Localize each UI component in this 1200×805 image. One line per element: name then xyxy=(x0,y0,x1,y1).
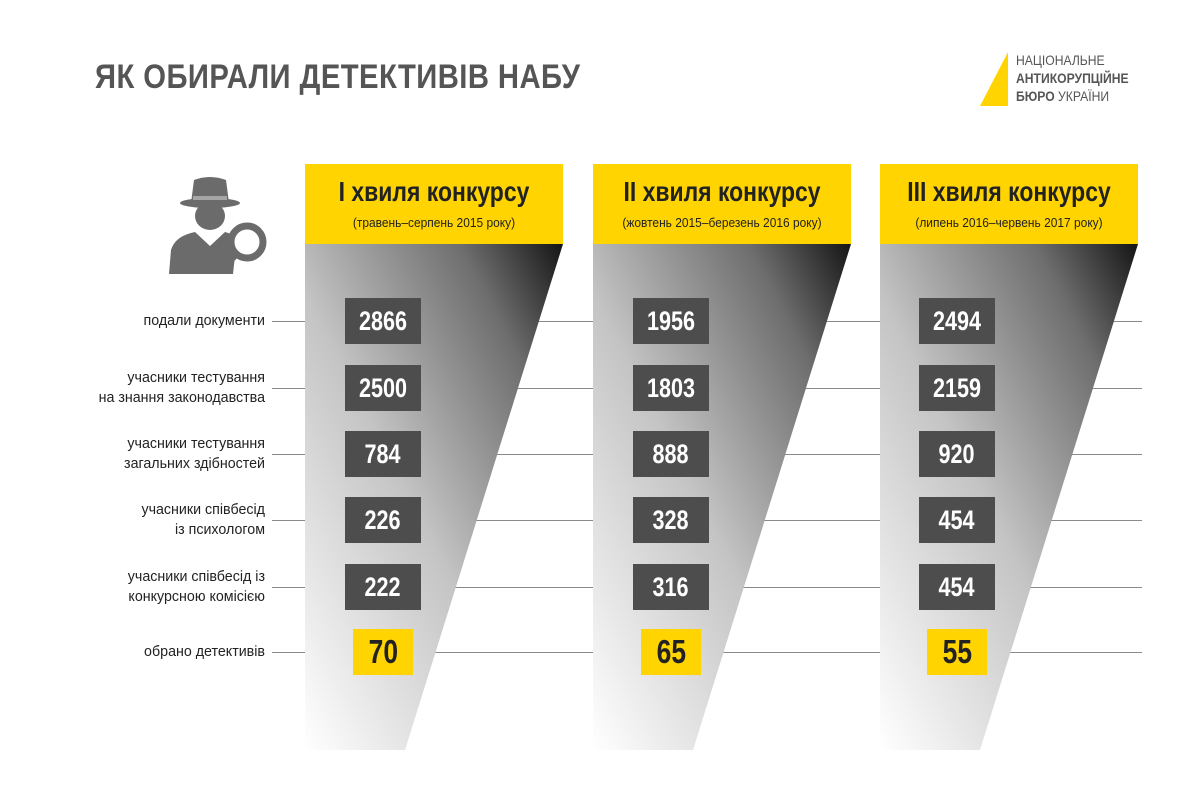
nabu-logo: НАЦІОНАЛЬНЕ АНТИКОРУПЦІЙНЕ БЮРО УКРАЇНИ xyxy=(978,50,1168,110)
wave-header: I хвиля конкурсу (травень–серпень 2015 ро… xyxy=(305,164,563,244)
row-label-line: учасники співбесід xyxy=(141,501,265,518)
selected-detectives-value: 55 xyxy=(927,629,987,675)
value-box: 2494 xyxy=(919,298,995,344)
wave-title: III хвиля конкурсу xyxy=(907,176,1111,207)
value-box: 454 xyxy=(919,497,995,543)
logo-line-3: УКРАЇНИ xyxy=(1054,89,1110,104)
value-text: 222 xyxy=(364,572,402,602)
value-box: 1956 xyxy=(633,298,709,344)
value-text: 1956 xyxy=(646,306,696,336)
selected-detectives-value: 65 xyxy=(641,629,701,675)
row-label: учасники співбесід із конкурсною комісією xyxy=(66,567,265,607)
value-box: 226 xyxy=(345,497,421,543)
row-label-line: загальних здібностей xyxy=(124,455,265,472)
row-label-line: обрано детективів xyxy=(144,643,265,660)
value-text: 55 xyxy=(942,633,972,670)
value-box: 1803 xyxy=(633,365,709,411)
value-text: 2866 xyxy=(358,306,408,336)
value-text: 920 xyxy=(938,439,976,469)
value-box: 454 xyxy=(919,564,995,610)
logo-line-3-bold: БЮРО xyxy=(1016,89,1055,104)
row-label-line: із психологом xyxy=(174,521,265,538)
value-text: 2159 xyxy=(932,373,982,403)
value-box: 784 xyxy=(345,431,421,477)
value-text: 226 xyxy=(364,505,402,535)
value-box: 2159 xyxy=(919,365,995,411)
row-label-line: учасники тестування xyxy=(127,435,265,452)
value-box: 888 xyxy=(633,431,709,477)
wave-period: (травень–серпень 2015 року) xyxy=(352,215,516,230)
page-title: ЯК ОБИРАЛИ ДЕТЕКТИВІВ НАБУ xyxy=(95,58,581,96)
value-text: 65 xyxy=(656,633,686,670)
value-box: 2500 xyxy=(345,365,421,411)
detective-icon xyxy=(169,177,267,274)
wave-header: III хвиля конкурсу (липень 2016–червень 2… xyxy=(880,164,1138,244)
value-text: 316 xyxy=(652,572,690,602)
row-label-line: подали документи xyxy=(143,312,265,329)
value-box: 316 xyxy=(633,564,709,610)
row-label-line: конкурсною комісією xyxy=(128,588,265,605)
value-text: 454 xyxy=(938,572,976,602)
wave-period: (липень 2016–червень 2017 року) xyxy=(915,215,1103,230)
selected-detectives-value: 70 xyxy=(353,629,413,675)
logo-text: НАЦІОНАЛЬНЕ АНТИКОРУПЦІЙНЕ БЮРО УКРАЇНИ xyxy=(1016,52,1129,106)
logo-triangle-icon xyxy=(980,52,1008,106)
value-text: 70 xyxy=(368,633,398,670)
row-label: подали документи xyxy=(66,311,265,331)
value-box: 222 xyxy=(345,564,421,610)
wave-header: II хвиля конкурсу (жовтень 2015–березень … xyxy=(593,164,851,244)
row-label: учасники співбесід із психологом xyxy=(66,500,265,540)
value-text: 328 xyxy=(652,505,690,535)
row-label: учасники тестування загальних здібностей xyxy=(66,434,265,474)
logo-line-2: АНТИКОРУПЦІЙНЕ xyxy=(1016,71,1129,86)
logo-line-1: НАЦІОНАЛЬНЕ xyxy=(1016,53,1105,68)
value-text: 454 xyxy=(938,505,976,535)
value-box: 920 xyxy=(919,431,995,477)
value-text: 784 xyxy=(364,439,402,469)
wave-period: (жовтень 2015–березень 2016 року) xyxy=(622,215,822,230)
value-text: 888 xyxy=(652,439,690,469)
value-text: 2500 xyxy=(358,373,408,403)
row-label-line: учасники співбесід із xyxy=(127,568,265,585)
row-label: обрано детективів xyxy=(66,642,265,662)
value-box: 2866 xyxy=(345,298,421,344)
value-text: 2494 xyxy=(932,306,982,336)
row-label-line: на знання законодавства xyxy=(98,389,265,406)
wave-title: II хвиля конкурсу xyxy=(623,176,821,207)
row-label-line: учасники тестування xyxy=(127,369,265,386)
value-box: 328 xyxy=(633,497,709,543)
row-label: учасники тестування на знання законодавст… xyxy=(66,368,265,408)
wave-title: I хвиля конкурсу xyxy=(338,176,530,207)
value-text: 1803 xyxy=(646,373,696,403)
